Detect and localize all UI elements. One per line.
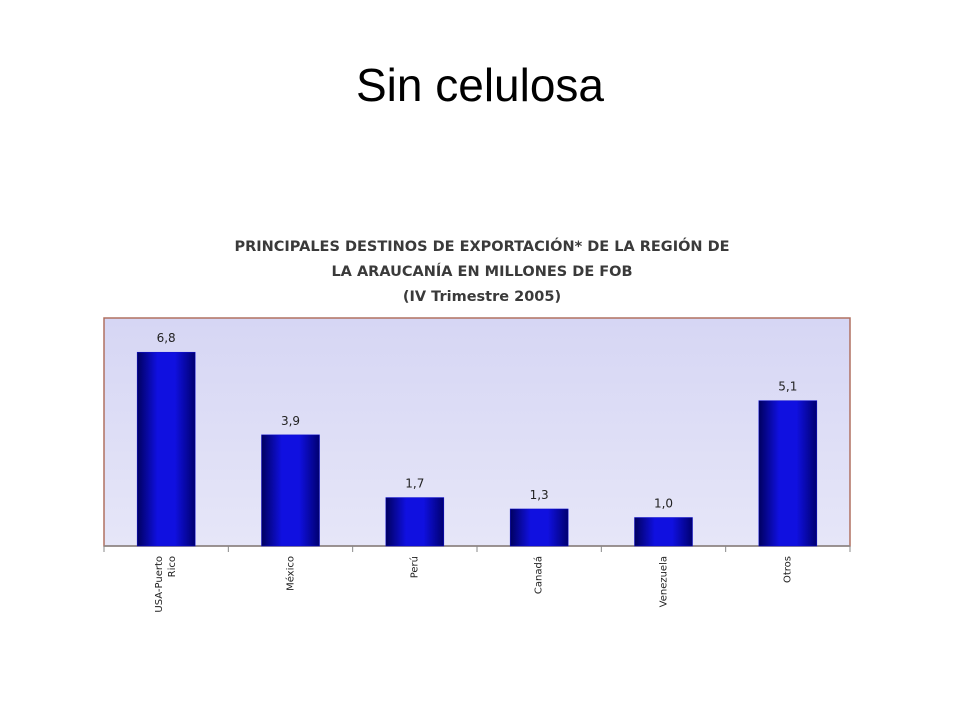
chart-title: PRINCIPALES DESTINOS DE EXPORTACIÓN* DE … xyxy=(234,237,729,255)
bar xyxy=(136,351,196,547)
value-label: 1,0 xyxy=(654,497,673,511)
x-tick-label: Otros xyxy=(782,556,794,584)
x-tick-label: Canadá xyxy=(533,556,545,595)
bar xyxy=(509,508,569,547)
x-tick-label: USA-Puerto Rico xyxy=(154,556,179,613)
value-label: 1,3 xyxy=(530,488,549,502)
slide-title: Sin celulosa xyxy=(355,59,605,111)
x-tick-label: México xyxy=(285,556,296,591)
chart-title: (IV Trimestre 2005) xyxy=(403,289,561,305)
x-tick-label: Venezuela xyxy=(658,556,669,608)
value-label: 1,7 xyxy=(405,477,424,491)
bar xyxy=(385,497,445,547)
plot-area xyxy=(103,317,851,547)
value-label: 3,9 xyxy=(281,414,300,428)
chart-title: LA ARAUCANÍA EN MILLONES DE FOB xyxy=(331,263,632,280)
value-label: 6,8 xyxy=(157,331,176,345)
value-label: 5,1 xyxy=(778,380,797,394)
x-tick-label: Perú xyxy=(409,556,421,579)
bar xyxy=(634,517,693,547)
bar xyxy=(261,434,320,547)
bar xyxy=(758,400,818,547)
